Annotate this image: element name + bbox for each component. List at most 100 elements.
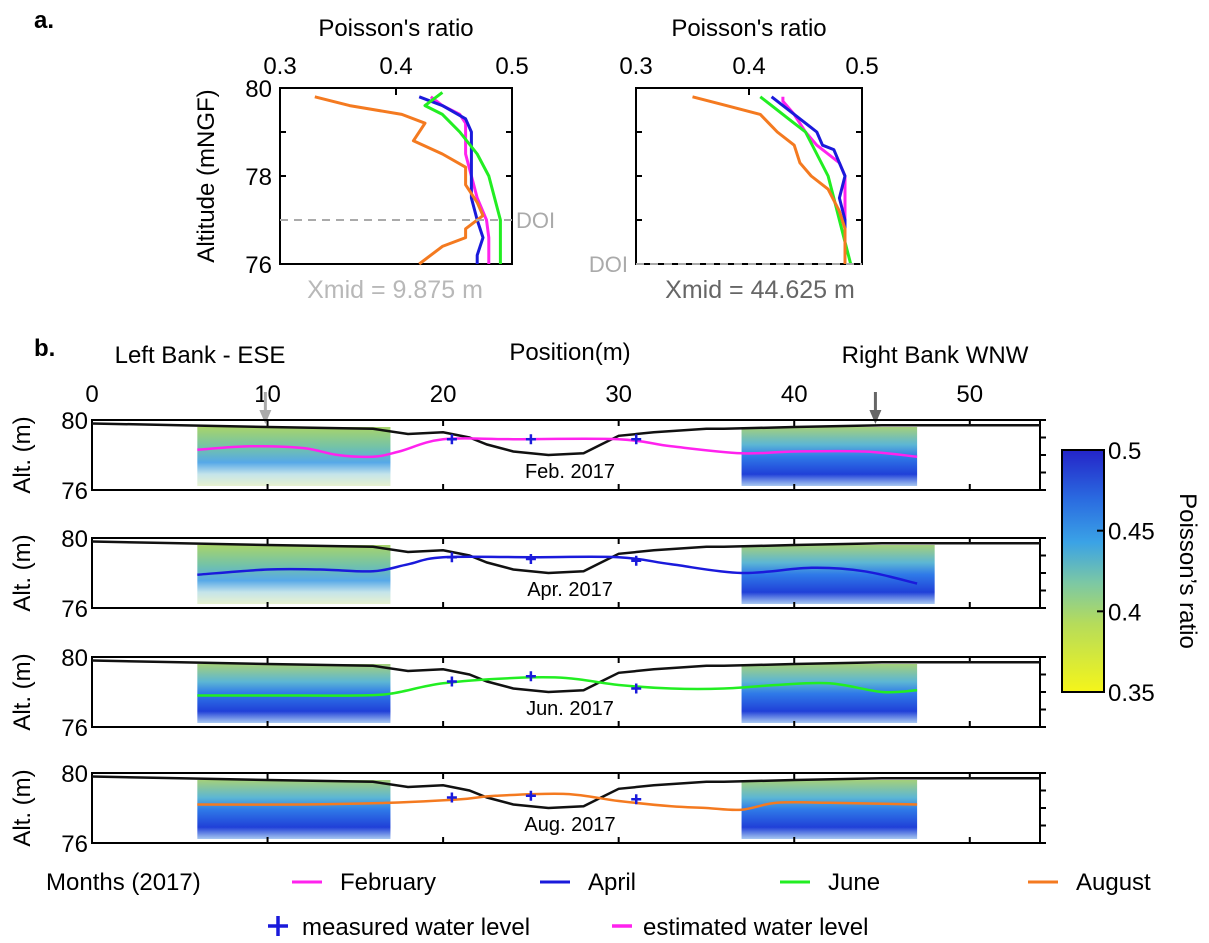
xmid-arrowhead — [869, 410, 882, 424]
measured-water-level-marker — [631, 555, 642, 566]
profile-line-june — [423, 91, 502, 264]
poisson-block — [741, 780, 918, 839]
poisson-block — [197, 664, 391, 723]
colorbar-tick-label: 0.4 — [1108, 599, 1141, 626]
y-axis-title: Altitude (mNGF) — [193, 89, 220, 262]
legend-label-august: August — [1076, 869, 1151, 896]
xmid-annotation: Xmid = 44.625 m — [665, 276, 855, 304]
y-tick-label: 76 — [61, 715, 88, 742]
colorbar: 0.5 0.45 0.4 0.35 Poisson’s ratio — [1061, 438, 1201, 707]
x-tick-label: 0.5 — [845, 53, 878, 80]
panel-a-label: a. — [34, 7, 54, 34]
measured-water-level-marker — [446, 552, 457, 563]
legend-title: Months (2017) — [46, 869, 201, 896]
profile-line-april — [770, 95, 847, 264]
x-tick-label: 0.3 — [619, 53, 652, 80]
profile-line-april — [418, 95, 485, 264]
measured-water-level-marker — [631, 683, 642, 694]
y-tick-label: 78 — [245, 164, 272, 191]
row-date-label: Jun. 2017 — [526, 698, 614, 720]
poisson-block — [741, 545, 935, 604]
poisson-profile-plot-1: 0.3 0.4 0.5 Poisson's ratio 76 78 80 Altitude (… — [193, 15, 555, 304]
doi-label: DOI — [589, 252, 628, 277]
legend-measured-marker — [268, 916, 288, 936]
panel-a: 0.3 0.4 0.5 Poisson's ratio 76 78 80 Altitude (… — [193, 15, 879, 304]
measured-water-level-marker — [525, 790, 536, 801]
row-date-label: Feb. 2017 — [525, 461, 615, 483]
legend-measured-label: measured water level — [302, 914, 530, 941]
legend: Months (2017) February April June August meas… — [46, 869, 1151, 941]
poisson-block — [197, 780, 391, 839]
position-tick-label: 10 — [254, 381, 281, 408]
estimated-water-level — [197, 792, 918, 812]
legend-label-february: February — [340, 869, 436, 896]
colorbar-title: Poisson’s ratio — [1174, 493, 1201, 649]
y-tick-label: 80 — [61, 761, 88, 788]
poisson-block — [741, 427, 918, 486]
section-row-2: 80 76 Alt. (m) Apr. 2017 — [9, 526, 1046, 623]
panel-b-label: b. — [34, 335, 55, 362]
estimated-water-level — [197, 437, 918, 459]
profile-line-june — [759, 95, 853, 265]
x-axis-title: Poisson's ratio — [671, 15, 826, 42]
y-tick-label: 76 — [245, 252, 272, 279]
section-row-3: 80 76 Alt. (m) Jun. 2017 — [9, 645, 1046, 742]
y-tick-label: 80 — [61, 408, 88, 435]
position-tick-label: 40 — [781, 381, 808, 408]
left-bank-title: Left Bank - ESE — [115, 342, 286, 369]
measured-water-level-marker — [446, 676, 457, 687]
position-axis-title: Position(m) — [509, 339, 630, 366]
profile-line-august — [314, 95, 485, 266]
poisson-profile-plot-2: 0.3 0.4 0.5 Poisson's ratio DOI Xmid = 44.625… — [589, 15, 879, 304]
measured-water-level-marker — [525, 434, 536, 445]
right-bank-title: Right Bank WNW — [842, 342, 1029, 369]
x-tick-label: 0.5 — [495, 53, 528, 80]
colorbar-tick-label: 0.45 — [1108, 519, 1155, 546]
profile-line-august — [692, 95, 847, 264]
ground-surface-line — [91, 540, 1040, 575]
measured-water-level-marker — [446, 792, 457, 803]
y-axis-title: Alt. (m) — [9, 653, 36, 730]
position-tick-label: 50 — [956, 381, 983, 408]
doi-label: DOI — [516, 208, 555, 233]
measured-water-level-marker — [631, 434, 642, 445]
y-axis-title: Alt. (m) — [9, 534, 36, 611]
position-tick-label: 0 — [85, 381, 98, 408]
measured-water-level-marker — [446, 434, 457, 445]
colorbar-tick-label: 0.35 — [1108, 680, 1155, 707]
y-tick-label: 76 — [61, 596, 88, 623]
x-tick-label: 0.4 — [379, 53, 412, 80]
ground-surface-line — [91, 422, 1040, 457]
colorbar-gradient — [1061, 449, 1105, 693]
position-tick-label: 30 — [605, 381, 632, 408]
position-tick-label: 20 — [430, 381, 457, 408]
measured-water-level-marker — [525, 671, 536, 682]
legend-label-june: June — [828, 869, 880, 896]
legend-estimated-label: estimated water level — [643, 914, 868, 941]
y-axis-title: Alt. (m) — [9, 416, 36, 493]
section-row-4: 80 76 Alt. (m) Aug. 2017 — [9, 761, 1046, 858]
y-tick-label: 76 — [61, 831, 88, 858]
xmid-annotation: Xmid = 9.875 m — [307, 276, 483, 304]
y-axis-title: Alt. (m) — [9, 769, 36, 846]
y-tick-label: 80 — [61, 526, 88, 553]
row-date-label: Aug. 2017 — [524, 814, 615, 836]
ground-surface-line — [91, 775, 1040, 810]
estimated-water-level — [197, 675, 918, 697]
row-date-label: Apr. 2017 — [527, 579, 613, 601]
measured-water-level-marker — [631, 794, 642, 805]
panel-b: Left Bank - ESE Position(m) Right Bank WNW… — [9, 339, 1046, 858]
x-tick-label: 0.3 — [263, 53, 296, 80]
x-axis-title: Poisson's ratio — [318, 15, 473, 42]
y-tick-label: 80 — [245, 76, 272, 103]
y-tick-label: 80 — [61, 645, 88, 672]
section-row-1: 80 76 Alt. (m) Feb. 2017 — [9, 408, 1046, 505]
ground-surface-line — [91, 659, 1040, 694]
x-tick-label: 0.4 — [732, 53, 765, 80]
measured-water-level-marker — [525, 554, 536, 564]
y-tick-label: 76 — [61, 478, 88, 505]
legend-label-april: April — [588, 869, 636, 896]
xmid-arrowhead — [259, 410, 272, 424]
poisson-block — [197, 545, 391, 604]
